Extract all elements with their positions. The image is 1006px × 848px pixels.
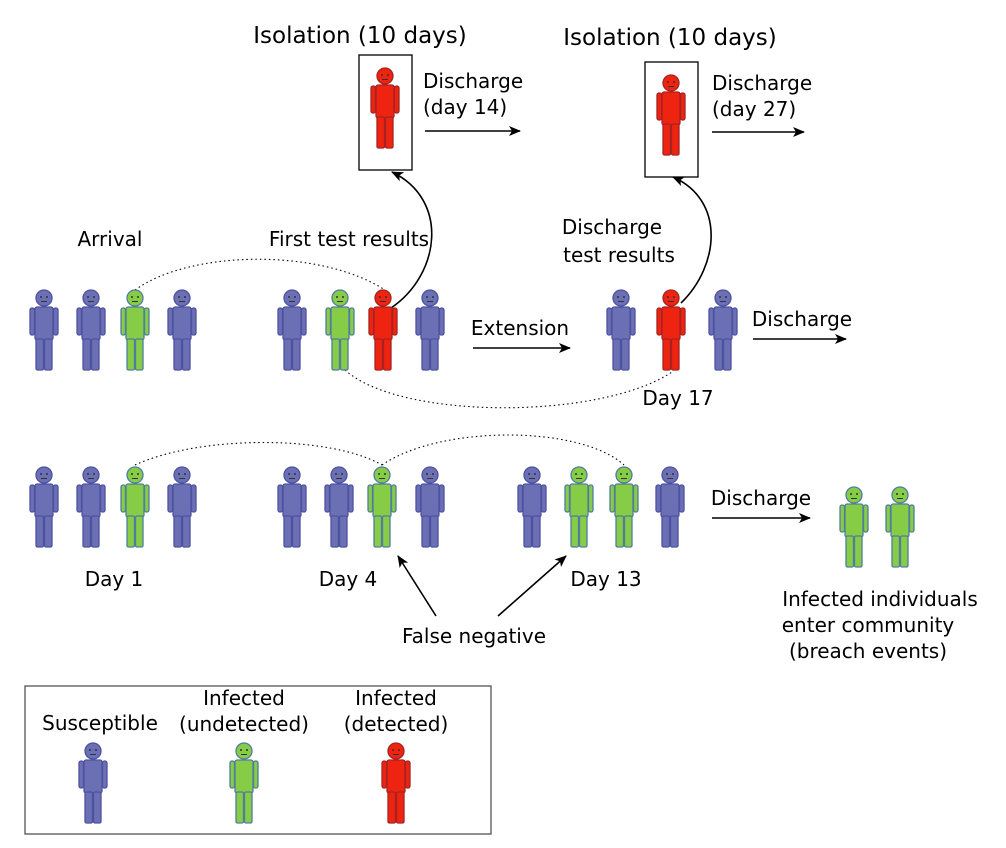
- day17-1-susceptible-person-icon: [606, 289, 636, 371]
- day4-1-susceptible-person-icon: [277, 466, 307, 548]
- tracking-line-day1-day4: [134, 442, 383, 466]
- isolation-label-1: Isolation (10 days): [253, 23, 467, 49]
- discharge-day14-sublabel: (day 14): [423, 95, 507, 119]
- to-isolation-arrow-2: [672, 176, 712, 304]
- arrival-label: Arrival: [78, 227, 143, 251]
- discharge-row2-label: Discharge: [711, 486, 811, 510]
- day1-1-susceptible-person-icon: [29, 466, 59, 548]
- day13-4-susceptible-person-icon: [655, 466, 685, 548]
- day1-3-infected-undetected-person-icon: [120, 466, 150, 548]
- extension-label: Extension: [471, 316, 569, 340]
- first-test-4-susceptible-person-icon: [415, 289, 445, 371]
- legend-infected-detected-person-icon: [381, 742, 411, 824]
- isolation-label-2: Isolation (10 days): [563, 25, 777, 51]
- breach-label-line3: (breach events): [789, 639, 947, 663]
- day1-4-susceptible-person-icon: [167, 466, 197, 548]
- day13-2-infected-undetected-person-icon: [564, 466, 594, 548]
- arrival-4-susceptible-person-icon: [167, 289, 197, 371]
- legend-susceptible-label: Susceptible: [42, 711, 158, 735]
- breach-2-infected-undetected-person-icon: [885, 486, 915, 568]
- legend-infected-detected-label: Infected: [355, 686, 437, 710]
- tracking-line-arrival-first-test: [134, 258, 386, 291]
- day1-2-susceptible-person-icon: [76, 466, 106, 548]
- discharge-test-results-sublabel: test results: [563, 243, 675, 267]
- false-negative-arrow-day13: [497, 555, 567, 617]
- discharge-day27-label: Discharge: [712, 71, 812, 95]
- to-isolation-arrow-1: [390, 171, 433, 309]
- legend-infected-detected-sublabel: (detected): [344, 712, 449, 736]
- day17-2-infected-detected-person-icon: [656, 289, 686, 371]
- legend-infected-undetected-sublabel: (undetected): [179, 712, 309, 736]
- breach-label-line1: Infected individuals: [782, 587, 978, 611]
- discharge-day27-sublabel: (day 27): [712, 97, 796, 121]
- first-test-2-infected-undetected-person-icon: [325, 289, 355, 371]
- false-negative-label: False negative: [402, 624, 546, 648]
- legend-infected-undetected-person-icon: [229, 742, 259, 824]
- day17-label: Day 17: [642, 386, 713, 410]
- first-test-1-susceptible-person-icon: [277, 289, 307, 371]
- legend-box: [24, 685, 492, 835]
- day4-label: Day 4: [319, 567, 378, 591]
- figures-layer: [29, 67, 915, 824]
- arrival-1-susceptible-person-icon: [29, 289, 59, 371]
- day4-4-susceptible-person-icon: [415, 466, 445, 548]
- discharge-row1-label: Discharge: [752, 307, 852, 331]
- arrival-3-infected-undetected-person-icon: [120, 289, 150, 371]
- day13-1-susceptible-person-icon: [517, 466, 547, 548]
- first-test-3-infected-detected-person-icon: [368, 289, 398, 371]
- day4-2-susceptible-person-icon: [324, 466, 354, 548]
- legend-susceptible-person-icon: [78, 742, 108, 824]
- arrival-2-susceptible-person-icon: [76, 289, 106, 371]
- day4-3-infected-undetected-person-icon: [367, 466, 397, 548]
- breach-1-infected-undetected-person-icon: [839, 486, 869, 568]
- isolation-1-infected-detected-person-icon: [370, 67, 400, 149]
- tracking-line-to-day17: [344, 369, 673, 409]
- day13-label: Day 13: [570, 567, 641, 591]
- discharge-test-results-label: Discharge: [562, 215, 662, 239]
- day1-label: Day 1: [85, 567, 144, 591]
- discharge-day14-label: Discharge: [423, 69, 523, 93]
- first-test-results-label: First test results: [269, 227, 429, 251]
- day13-3-infected-undetected-person-icon: [609, 466, 639, 548]
- tracking-line-day4-day13: [381, 434, 625, 466]
- legend-infected-undetected-label: Infected: [203, 686, 285, 710]
- false-negative-arrow-day4: [397, 555, 437, 617]
- breach-label-line2: enter community: [782, 613, 955, 637]
- day17-3-susceptible-person-icon: [708, 289, 738, 371]
- isolation-2-infected-detected-person-icon: [656, 74, 686, 156]
